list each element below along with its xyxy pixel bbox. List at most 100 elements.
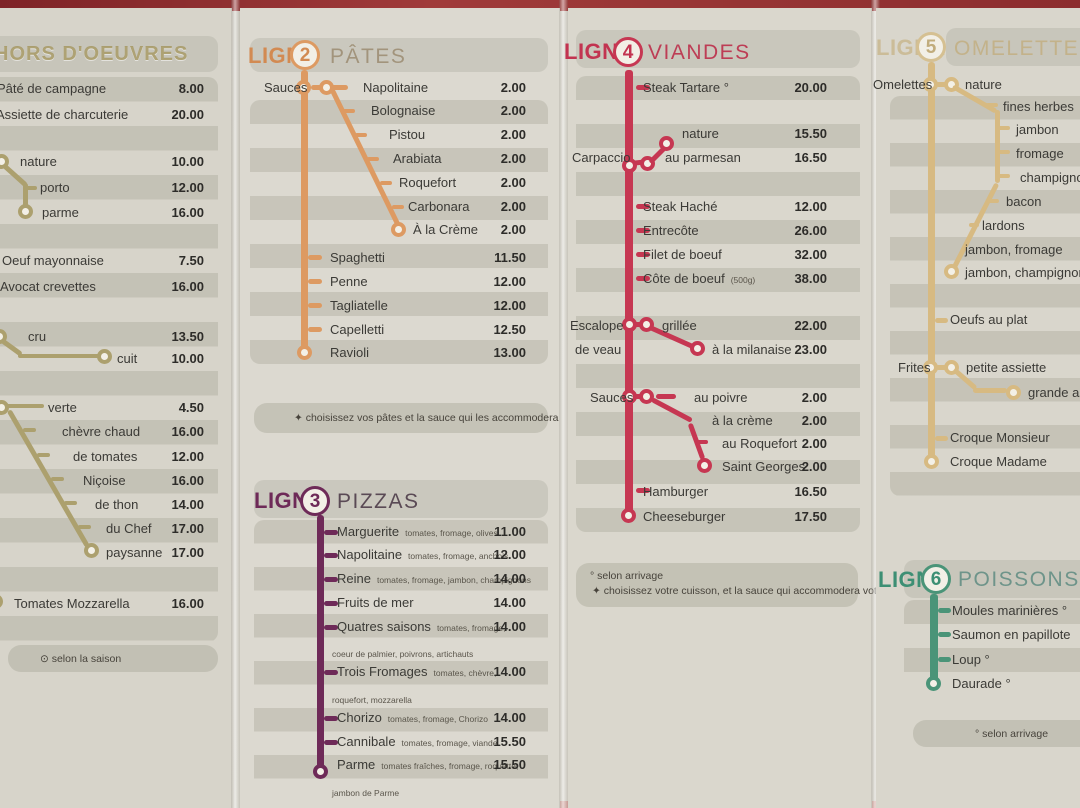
menu-item: Reine tomates, fromage, jambon, champigno… xyxy=(337,572,531,587)
ligne2-title: PÂTES xyxy=(330,45,407,68)
item-price: 2.00 xyxy=(500,175,526,190)
menu-item: jambon xyxy=(1016,122,1059,137)
menu-item: lardons xyxy=(982,218,1025,233)
terminus-ring xyxy=(84,543,99,558)
item-label: Reine xyxy=(337,571,371,586)
item-label: Trois Fromages xyxy=(337,664,428,679)
station-tick xyxy=(355,133,367,137)
ligne4-stripes xyxy=(576,76,860,532)
menu-item: Tomates Mozzarella xyxy=(14,596,130,611)
menu-item: petite assiette xyxy=(966,360,1047,375)
station-tick xyxy=(367,157,379,161)
item-price: 10.00 xyxy=(171,351,204,366)
item-price: 14.00 xyxy=(493,619,526,634)
item-price: 2.00 xyxy=(500,151,526,166)
item-price: 12.00 xyxy=(171,180,204,195)
item-weight: (500g) xyxy=(730,275,756,285)
interchange-ring xyxy=(622,158,637,173)
metro-line-4 xyxy=(656,394,676,399)
item-price: 2.00 xyxy=(500,103,526,118)
menu-item: nature xyxy=(20,154,57,169)
branch-label: Frites xyxy=(898,360,931,375)
menu-item: Moules marinières ° xyxy=(952,603,1068,618)
menu-item: Tagliatelle xyxy=(330,298,388,313)
menu-item: au poivre xyxy=(694,390,748,405)
ligne4-note-box xyxy=(576,563,858,607)
station-tick xyxy=(324,625,338,630)
station-tick xyxy=(324,716,338,721)
item-price: 12.00 xyxy=(493,274,526,289)
menu-item: Saint Georges xyxy=(722,459,806,474)
interchange-ring xyxy=(639,389,654,404)
ligne-5-badge: 5 xyxy=(916,32,946,62)
ligne6-title: POISSONS xyxy=(958,568,1080,591)
ligne3-title: PIZZAS xyxy=(337,490,420,513)
item-price: 16.00 xyxy=(171,205,204,220)
station-tick xyxy=(78,525,91,529)
station-tick xyxy=(696,440,708,444)
item-price: 14.00 xyxy=(171,497,204,512)
item-price: 22.00 xyxy=(794,318,827,333)
menu-item: cru xyxy=(28,329,47,344)
ligne2-note-box xyxy=(254,403,548,433)
station-tick xyxy=(986,103,998,107)
menu-item: Marguerite tomates, fromage, olives xyxy=(337,525,498,540)
fold-crease xyxy=(559,0,568,808)
metro-line-2 xyxy=(301,70,308,353)
menu-item: porto xyxy=(40,180,70,195)
item-label: Côte de boeuf xyxy=(643,271,725,286)
item-ingredients-cont: coeur de palmier, poivrons, artichauts xyxy=(332,649,474,659)
menu-item: grillée xyxy=(662,318,697,333)
item-ingredients: tomates, chèvre, xyxy=(433,668,497,678)
item-price: 15.50 xyxy=(794,126,827,141)
terminus-ring xyxy=(659,136,674,151)
menu-item: bacon xyxy=(1006,194,1042,209)
station-tick xyxy=(938,657,951,662)
station-tick xyxy=(636,488,650,493)
item-price: 14.00 xyxy=(493,595,526,610)
item-ingredients: tomates, fromage, anchois xyxy=(408,551,509,561)
hors-doeuvres-header-box xyxy=(0,36,218,72)
station-tick xyxy=(636,85,650,90)
item-price: 17.00 xyxy=(171,521,204,536)
item-ingredients: tomates, fromage, jambon, champignons xyxy=(376,575,531,585)
menu-item: Penne xyxy=(330,274,368,289)
item-price: 2.00 xyxy=(500,127,526,142)
item-price: 26.00 xyxy=(794,223,827,238)
station-tick xyxy=(636,276,650,281)
hors-note-box xyxy=(8,645,218,672)
menu-item: Cannibale tomates, fromage, viande xyxy=(337,735,497,750)
ligne4-title: VIANDES xyxy=(648,41,751,64)
terminus-ring xyxy=(313,764,328,779)
item-price: 15.50 xyxy=(493,734,526,749)
station-tick xyxy=(935,436,948,441)
branch-label: Omelettes xyxy=(873,77,933,92)
menu-item: Côte de boeuf (500g) xyxy=(643,272,755,287)
hors-note: ⊙ selon la saison xyxy=(40,653,122,665)
station-tick xyxy=(998,150,1010,154)
item-price: 16.00 xyxy=(171,279,204,294)
terminus-ring xyxy=(18,204,33,219)
menu-item: de tomates xyxy=(73,449,138,464)
menu-cover-edge-top xyxy=(0,0,1080,11)
item-price: 16.50 xyxy=(794,150,827,165)
station-tick xyxy=(636,252,650,257)
station-tick xyxy=(308,303,322,308)
menu-item: à la milanaise xyxy=(712,342,792,357)
menu-item: Oeuf mayonnaise xyxy=(2,253,104,268)
menu-item: au Roquefort xyxy=(722,436,798,451)
metro-line-hors xyxy=(6,404,44,408)
menu-item: Entrecôte xyxy=(643,223,699,238)
menu-item: Quatres saisons tomates, fromage, xyxy=(337,620,505,635)
item-price: 13.50 xyxy=(171,329,204,344)
item-price: 14.00 xyxy=(493,571,526,586)
menu-item: Steak Tartare ° xyxy=(643,80,729,95)
item-price: 7.50 xyxy=(178,253,204,268)
station-tick xyxy=(64,501,77,505)
item-label: Napolitaine xyxy=(337,547,403,562)
station-tick xyxy=(324,530,338,535)
panel-pates-pizzas: LIGNE 2 PÂTES Sauces Napolitaine 2.00 Bol… xyxy=(240,8,560,808)
ligne3-stripes xyxy=(254,520,548,792)
item-ingredients: tomates fraîches, fromage, roquette, xyxy=(381,761,519,771)
menu-item: Ravioli xyxy=(330,345,370,360)
